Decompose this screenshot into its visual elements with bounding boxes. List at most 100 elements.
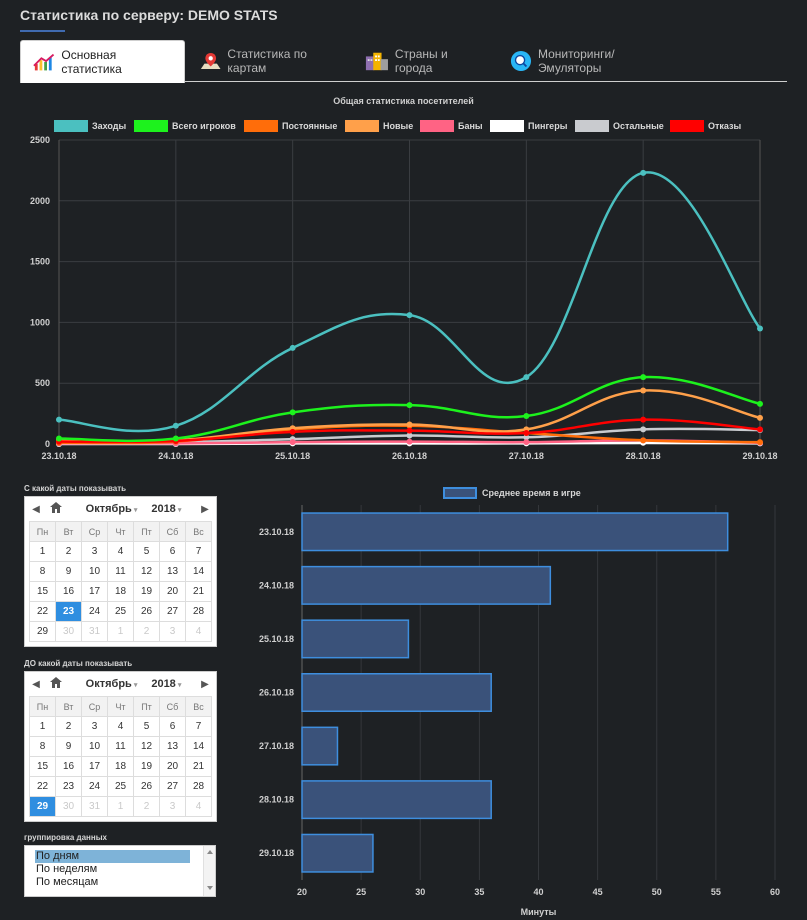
calendar-day[interactable]: 30 <box>56 622 82 642</box>
grouping-listbox[interactable]: По дням По неделям По месяцам <box>24 845 216 897</box>
data-point[interactable] <box>56 416 62 423</box>
data-point[interactable] <box>172 422 179 429</box>
calendar-day[interactable]: 6 <box>160 717 186 737</box>
calendar-day[interactable]: 27 <box>160 602 186 622</box>
calendar-day[interactable]: 31 <box>82 797 108 817</box>
data-point[interactable] <box>406 421 413 428</box>
calendar-day[interactable]: 16 <box>56 582 82 602</box>
calendar-day[interactable]: 24 <box>82 777 108 797</box>
data-point[interactable] <box>640 374 647 381</box>
calendar-day[interactable]: 12 <box>134 737 160 757</box>
grouping-option-days[interactable]: По дням <box>35 850 190 863</box>
legend-item[interactable]: Всего игроков <box>134 120 236 132</box>
calendar-day[interactable]: 10 <box>82 737 108 757</box>
calendar-day[interactable]: 3 <box>160 622 186 642</box>
bar[interactable] <box>301 780 492 820</box>
bar[interactable] <box>301 565 552 605</box>
scroll-down-icon[interactable] <box>207 886 213 890</box>
calendar-day[interactable]: 12 <box>134 562 160 582</box>
calendar-day[interactable]: 1 <box>108 797 134 817</box>
calendar-day[interactable]: 19 <box>134 757 160 777</box>
calendar-day[interactable]: 4 <box>186 797 212 817</box>
calendar-day[interactable]: 7 <box>186 542 212 562</box>
data-point[interactable] <box>640 387 647 394</box>
data-point[interactable] <box>289 409 296 416</box>
grouping-option-months[interactable]: По месяцам <box>36 876 99 888</box>
data-point[interactable] <box>289 428 296 435</box>
bar[interactable] <box>301 833 374 873</box>
month-select[interactable]: Октябрь ▾ <box>85 503 138 515</box>
legend-item[interactable]: Пингеры <box>490 120 567 132</box>
year-select[interactable]: 2018 ▾ <box>151 503 182 515</box>
calendar-day[interactable]: 17 <box>82 582 108 602</box>
calendar-day[interactable]: 3 <box>82 542 108 562</box>
data-point[interactable] <box>757 439 763 446</box>
data-point[interactable] <box>640 426 647 433</box>
calendar-day[interactable]: 14 <box>186 737 212 757</box>
calendar-day[interactable]: 7 <box>186 717 212 737</box>
home-icon[interactable] <box>43 502 69 516</box>
calendar-day[interactable]: 18 <box>108 757 134 777</box>
calendar-day[interactable]: 14 <box>186 562 212 582</box>
calendar-day[interactable]: 2 <box>56 717 82 737</box>
calendar-day[interactable]: 19 <box>134 582 160 602</box>
calendar-day[interactable]: 21 <box>186 757 212 777</box>
data-point[interactable] <box>523 439 530 446</box>
calendar-day[interactable]: 6 <box>160 542 186 562</box>
calendar-day[interactable]: 18 <box>108 582 134 602</box>
data-point[interactable] <box>406 432 413 439</box>
calendar-day[interactable]: 11 <box>108 562 134 582</box>
data-point[interactable] <box>757 426 763 433</box>
calendar-day[interactable]: 25 <box>108 777 134 797</box>
legend-item[interactable]: Новые <box>345 120 413 132</box>
data-point[interactable] <box>523 374 530 381</box>
data-point[interactable] <box>640 416 647 423</box>
calendar-day[interactable]: 9 <box>56 737 82 757</box>
calendar-day[interactable]: 15 <box>30 582 56 602</box>
next-month-icon[interactable]: ▶ <box>201 503 209 515</box>
calendar-day[interactable]: 22 <box>30 602 56 622</box>
data-point[interactable] <box>406 427 413 434</box>
calendar-day[interactable]: 15 <box>30 757 56 777</box>
data-point[interactable] <box>757 414 763 421</box>
calendar-day[interactable]: 25 <box>108 602 134 622</box>
data-point[interactable] <box>56 435 62 442</box>
calendar-day[interactable]: 28 <box>186 602 212 622</box>
calendar-day[interactable]: 13 <box>160 562 186 582</box>
data-point[interactable] <box>406 312 413 319</box>
calendar-day[interactable]: 26 <box>134 777 160 797</box>
calendar-day[interactable]: 31 <box>82 622 108 642</box>
calendar-day[interactable]: 1 <box>30 717 56 737</box>
calendar-day[interactable]: 8 <box>30 562 56 582</box>
calendar-day[interactable]: 11 <box>108 737 134 757</box>
calendar-day[interactable]: 5 <box>134 542 160 562</box>
calendar-day[interactable]: 1 <box>30 542 56 562</box>
calendar-day[interactable]: 20 <box>160 757 186 777</box>
calendar-day[interactable]: 4 <box>108 717 134 737</box>
calendar-day[interactable]: 22 <box>30 777 56 797</box>
data-point[interactable] <box>523 434 530 441</box>
bar[interactable] <box>301 726 339 766</box>
data-point[interactable] <box>640 169 647 176</box>
calendar-day[interactable]: 29 <box>30 797 56 817</box>
data-point[interactable] <box>757 400 763 407</box>
grouping-option-weeks[interactable]: По неделям <box>36 863 98 875</box>
data-point[interactable] <box>406 438 413 445</box>
data-point[interactable] <box>289 344 296 351</box>
legend-item[interactable]: Заходы <box>54 120 126 132</box>
month-select[interactable]: Октябрь ▾ <box>85 678 138 690</box>
data-point[interactable] <box>289 439 296 446</box>
data-point[interactable] <box>640 437 647 444</box>
calendar-day[interactable]: 9 <box>56 562 82 582</box>
calendar-day[interactable]: 2 <box>134 622 160 642</box>
tab-monitoring-emulators[interactable]: Мониторинги/Эмуляторы <box>498 40 678 82</box>
calendar-day[interactable]: 16 <box>56 757 82 777</box>
calendar-day[interactable]: 27 <box>160 777 186 797</box>
calendar-day[interactable]: 21 <box>186 582 212 602</box>
data-point[interactable] <box>757 325 763 332</box>
calendar-day[interactable]: 10 <box>82 562 108 582</box>
calendar-day[interactable]: 26 <box>134 602 160 622</box>
calendar-day[interactable]: 28 <box>186 777 212 797</box>
bar[interactable] <box>301 512 729 552</box>
calendar-day[interactable]: 2 <box>134 797 160 817</box>
